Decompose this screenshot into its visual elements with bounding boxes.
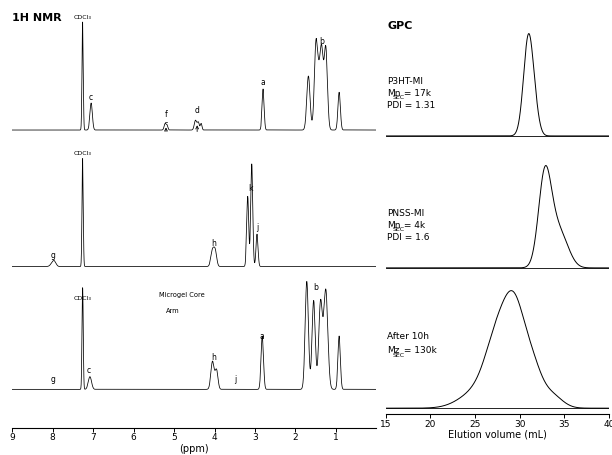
Text: SEC: SEC — [393, 95, 405, 100]
Text: = 17k: = 17k — [401, 89, 431, 98]
Text: k: k — [248, 184, 252, 193]
Text: CDCl₃: CDCl₃ — [73, 15, 92, 20]
Text: After 10h: After 10h — [387, 332, 430, 341]
Text: 1H NMR: 1H NMR — [12, 13, 62, 23]
Text: b: b — [319, 37, 324, 46]
Text: CDCl₃: CDCl₃ — [73, 152, 92, 157]
Text: d: d — [195, 106, 200, 115]
Text: f: f — [165, 110, 167, 119]
Text: a: a — [261, 78, 266, 87]
Text: SEC: SEC — [393, 227, 405, 232]
Text: = 130k: = 130k — [401, 346, 436, 355]
Text: c: c — [87, 366, 91, 375]
Text: Microgel Core: Microgel Core — [159, 292, 205, 298]
X-axis label: Elution volume (mL): Elution volume (mL) — [448, 430, 547, 440]
Text: a: a — [260, 332, 264, 341]
X-axis label: (ppm): (ppm) — [179, 444, 209, 454]
Text: Mz: Mz — [387, 346, 400, 355]
Text: c: c — [89, 93, 93, 102]
Text: g: g — [50, 251, 55, 260]
Text: P3HT-MI: P3HT-MI — [387, 76, 424, 86]
Text: SEC: SEC — [392, 353, 405, 358]
Text: b: b — [313, 283, 318, 292]
Text: h: h — [211, 354, 216, 362]
Text: GPC: GPC — [387, 21, 412, 31]
Text: g: g — [50, 375, 55, 384]
Text: PDI = 1.31: PDI = 1.31 — [387, 101, 436, 110]
Text: Mn: Mn — [387, 221, 401, 230]
Text: h: h — [211, 239, 216, 248]
Text: = 4k: = 4k — [401, 221, 425, 230]
Text: PNSS-MI: PNSS-MI — [387, 208, 425, 217]
Text: Arm: Arm — [166, 308, 179, 314]
Text: CDCl₃: CDCl₃ — [73, 296, 92, 301]
Text: j: j — [256, 223, 258, 232]
Text: j: j — [234, 375, 236, 384]
Text: Mn: Mn — [387, 89, 401, 98]
Text: PDI = 1.6: PDI = 1.6 — [387, 233, 430, 242]
